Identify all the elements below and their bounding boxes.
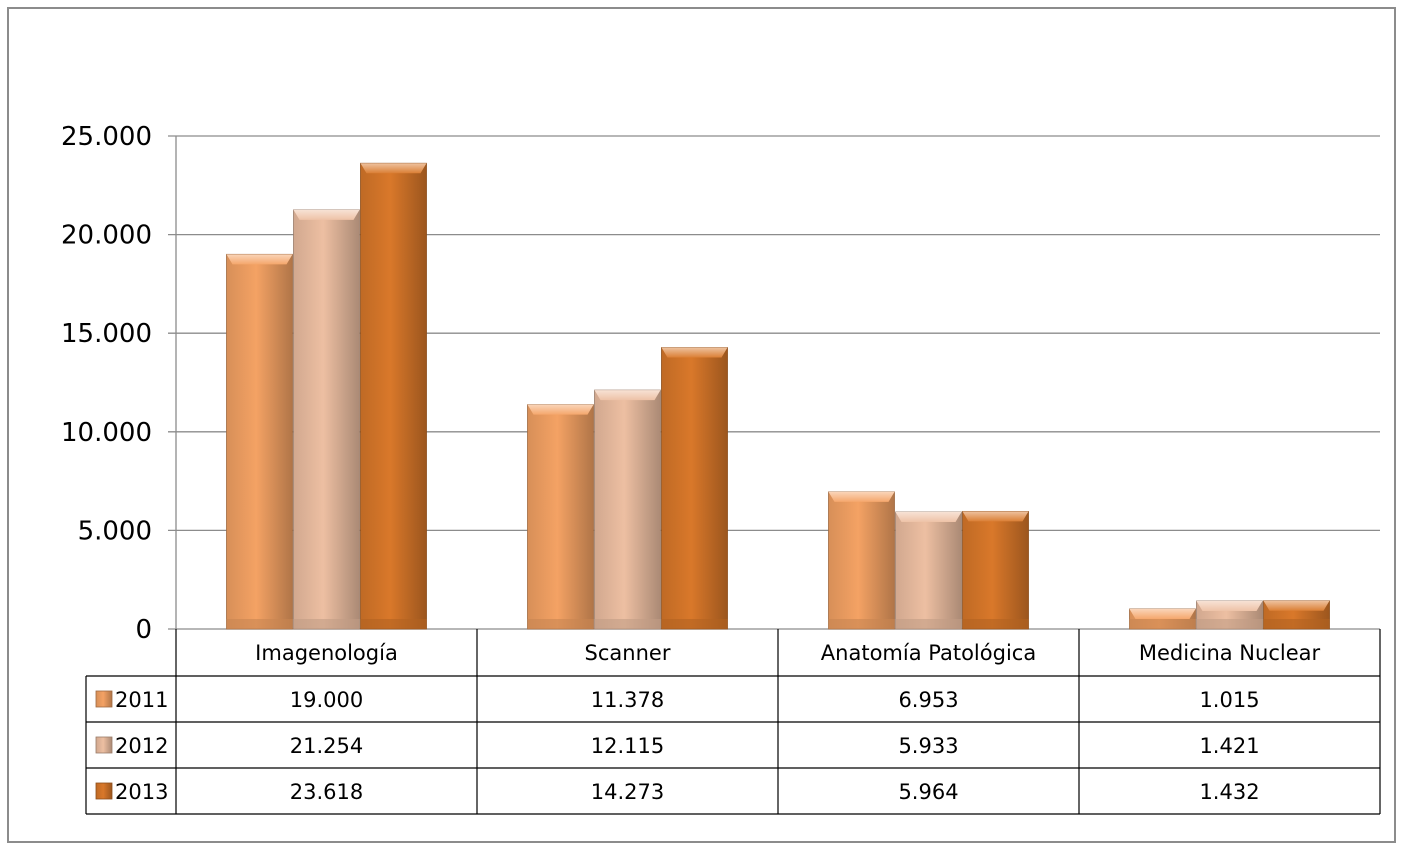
bar-base-shade bbox=[661, 619, 728, 629]
bar bbox=[661, 347, 728, 630]
bar-body bbox=[962, 510, 1029, 630]
bar-base-shade bbox=[962, 619, 1029, 629]
table-value-cell: 12.115 bbox=[591, 734, 664, 758]
x-category-label: Medicina Nuclear bbox=[1139, 641, 1321, 665]
bar bbox=[895, 511, 962, 630]
x-category-label: Scanner bbox=[585, 641, 671, 665]
bar-top-bevel bbox=[226, 254, 293, 265]
table-value-cell: 1.432 bbox=[1199, 780, 1259, 804]
bar-base-shade bbox=[293, 619, 360, 629]
y-tick-label: 20.000 bbox=[61, 221, 152, 251]
bar bbox=[360, 162, 427, 630]
y-tick-label: 10.000 bbox=[61, 418, 152, 448]
bar-body bbox=[527, 404, 594, 630]
bar bbox=[1196, 600, 1263, 630]
bar-body bbox=[828, 491, 895, 630]
bar bbox=[1129, 608, 1196, 630]
bar-body bbox=[293, 209, 360, 630]
data-table: Imagenología Scanner Anatomía Patológica Me… bbox=[85, 629, 1381, 815]
legend-swatch bbox=[95, 736, 113, 754]
bar-top-bevel bbox=[1196, 600, 1263, 611]
legend-swatch bbox=[95, 690, 113, 708]
bar bbox=[1263, 600, 1330, 630]
x-category-label: Anatomía Patológica bbox=[821, 641, 1036, 665]
bar-top-bevel bbox=[895, 512, 962, 523]
bar-top-bevel bbox=[1129, 608, 1196, 619]
bar-top-bevel bbox=[1263, 600, 1330, 611]
bar-base-shade bbox=[594, 619, 661, 629]
bar-body bbox=[594, 389, 661, 630]
table-value-cell: 21.254 bbox=[290, 734, 363, 758]
bar-top-bevel bbox=[594, 390, 661, 401]
y-tick-label: 5.000 bbox=[78, 516, 152, 546]
bar bbox=[226, 253, 293, 630]
bar-top-bevel bbox=[360, 163, 427, 174]
bar-base-shade bbox=[360, 619, 427, 629]
x-category-label: Imagenología bbox=[255, 641, 398, 665]
legend-label: 2012 bbox=[115, 734, 168, 758]
bar-top-bevel bbox=[661, 347, 728, 358]
bar-top-bevel bbox=[962, 511, 1029, 522]
bar-top-bevel bbox=[828, 491, 895, 502]
bar bbox=[962, 510, 1029, 630]
bars bbox=[226, 162, 1330, 630]
table-value-cell: 19.000 bbox=[290, 688, 363, 712]
table-value-cell: 6.953 bbox=[898, 688, 958, 712]
legend-label: 2011 bbox=[115, 688, 168, 712]
y-axis-tick-labels: 0 5.000 10.000 15.000 20.000 25.000 bbox=[61, 122, 152, 645]
table-value-cell: 14.273 bbox=[591, 780, 664, 804]
bar-top-bevel bbox=[293, 209, 360, 220]
bar-base-shade bbox=[527, 619, 594, 629]
bar-base-shade bbox=[226, 619, 293, 629]
y-tick-label: 25.000 bbox=[61, 122, 152, 152]
bar-base-shade bbox=[1129, 619, 1196, 629]
table-value-cell: 1.015 bbox=[1199, 688, 1259, 712]
y-tick-label: 15.000 bbox=[61, 319, 152, 349]
bar-base-shade bbox=[1263, 619, 1330, 629]
legend-label: 2013 bbox=[115, 780, 168, 804]
bar-body bbox=[895, 511, 962, 630]
legend-swatch bbox=[95, 782, 113, 800]
bar-base-shade bbox=[828, 619, 895, 629]
bar-body bbox=[226, 253, 293, 630]
table-value-cell: 5.933 bbox=[898, 734, 958, 758]
bar-top-bevel bbox=[527, 404, 594, 415]
bar-body bbox=[661, 347, 728, 630]
bar-base-shade bbox=[895, 619, 962, 629]
bar bbox=[293, 209, 360, 630]
table-value-cell: 1.421 bbox=[1199, 734, 1259, 758]
bar bbox=[594, 389, 661, 630]
table-value-cell: 5.964 bbox=[898, 780, 958, 804]
bar bbox=[828, 491, 895, 630]
table-value-cell: 23.618 bbox=[290, 780, 363, 804]
bar-body bbox=[360, 162, 427, 630]
table-value-cell: 11.378 bbox=[591, 688, 664, 712]
y-tick-label: 0 bbox=[135, 615, 152, 645]
bar bbox=[527, 404, 594, 630]
bar-base-shade bbox=[1196, 619, 1263, 629]
